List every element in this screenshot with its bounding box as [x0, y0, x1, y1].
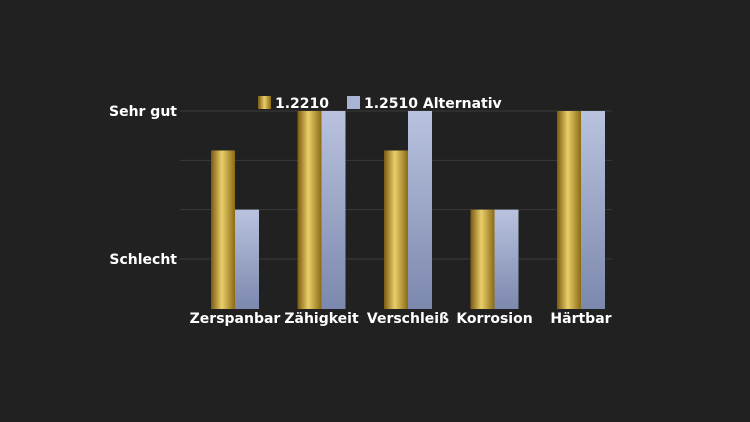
legend-swatch-0 — [258, 96, 271, 109]
legend-swatch-1 — [347, 96, 360, 109]
bars — [211, 111, 605, 309]
x-tick-label-2: Verschleiß — [367, 311, 449, 327]
bar-härtbar-series-1 — [581, 111, 605, 309]
bar-zerspanbar-series-1 — [235, 209, 259, 309]
x-tick-label-3: Korrosion — [456, 311, 532, 327]
x-tick-label-4: Härtbar — [550, 311, 611, 327]
x-axis-category-labels: Zerspanbar Zähigkeit Verschleiß Korrosion Hä… — [190, 311, 612, 327]
y-axis-tick-labels: Schlecht Sehr gut — [109, 104, 177, 268]
y-tick-label-0: Schlecht — [109, 252, 177, 268]
x-tick-label-0: Zerspanbar — [190, 311, 281, 327]
legend-label-1: 1.2510 Alternativ — [364, 96, 502, 112]
bar-zerspanbar-series-0 — [211, 150, 235, 309]
bar-verschleiß-series-0 — [384, 150, 408, 309]
bar-verschleiß-series-1 — [408, 111, 432, 309]
bar-zähigkeit-series-0 — [297, 111, 322, 309]
y-tick-label-1: Sehr gut — [109, 104, 177, 120]
bar-korrosion-series-1 — [494, 209, 519, 309]
bar-zähigkeit-series-1 — [321, 111, 346, 309]
bar-korrosion-series-0 — [470, 209, 495, 309]
x-tick-label-1: Zähigkeit — [284, 311, 359, 327]
bar-härtbar-series-0 — [557, 111, 581, 309]
legend-label-0: 1.2210 — [275, 96, 329, 112]
legend: 1.2210 1.2510 Alternativ — [258, 96, 502, 112]
